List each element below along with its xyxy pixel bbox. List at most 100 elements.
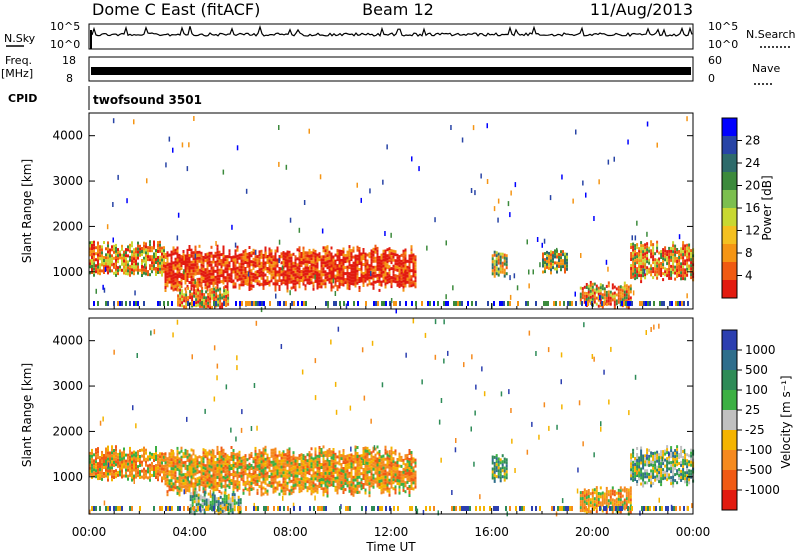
power-echo-cell bbox=[151, 264, 153, 268]
velocity-echo-cell bbox=[332, 484, 335, 487]
velocity-echo-cell bbox=[174, 480, 177, 484]
power-echo-cell bbox=[190, 275, 193, 279]
power-ground-echo bbox=[215, 301, 217, 306]
power-echo-cell bbox=[302, 273, 305, 277]
power-echo-cell bbox=[366, 274, 369, 278]
velocity-echo-cell bbox=[163, 476, 165, 480]
power-echo-cell bbox=[623, 281, 626, 285]
velocity-echo-cell bbox=[206, 454, 209, 458]
power-echo-cell bbox=[380, 256, 383, 260]
velocity-echo-cell bbox=[224, 488, 227, 492]
power-echo-cell bbox=[613, 306, 616, 310]
velocity-echo-cell bbox=[233, 508, 236, 512]
power-echo-cell bbox=[632, 245, 635, 249]
power-echo-cell bbox=[646, 257, 649, 261]
power-echo-speck bbox=[314, 274, 316, 280]
power-echo-cell bbox=[499, 255, 502, 259]
velocity-echo-cell bbox=[111, 448, 113, 452]
velocity-echo-cell bbox=[617, 497, 620, 501]
velocity-echo-cell bbox=[121, 460, 123, 464]
power-echo-cell bbox=[109, 248, 111, 252]
velocity-echo-cell bbox=[133, 459, 135, 463]
velocity-echo-cell bbox=[212, 464, 215, 468]
power-echo-cell bbox=[141, 253, 143, 256]
power-echo-cell bbox=[174, 275, 177, 279]
velocity-echo-cell bbox=[388, 454, 391, 458]
power-echo-cell bbox=[129, 273, 131, 277]
velocity-echo-cell bbox=[258, 473, 261, 477]
velocity-echo-cell bbox=[93, 474, 95, 478]
velocity-echo-cell bbox=[164, 479, 167, 483]
power-echo-cell bbox=[595, 302, 598, 306]
velocity-echo-cell bbox=[356, 470, 359, 473]
velocity-echo-cell bbox=[242, 467, 245, 471]
power-echo-cell bbox=[107, 268, 109, 272]
velocity-echo-cell bbox=[380, 491, 383, 495]
velocity-echo-cell bbox=[336, 485, 339, 489]
velocity-echo-cell bbox=[184, 478, 187, 482]
velocity-echo-cell bbox=[497, 463, 500, 467]
power-echo-cell bbox=[364, 264, 367, 268]
velocity-echo-cell bbox=[226, 484, 229, 488]
power-echo-cell bbox=[174, 257, 177, 261]
power-echo-cell bbox=[322, 261, 325, 265]
power-echo-cell bbox=[155, 267, 157, 270]
velocity-echo-cell bbox=[350, 468, 353, 472]
power-echo-cell bbox=[493, 268, 496, 272]
velocity-echo-cell bbox=[170, 476, 173, 480]
velocity-echo-cell bbox=[587, 492, 590, 495]
power-echo-cell bbox=[131, 256, 133, 260]
power-echo-cell bbox=[330, 246, 333, 250]
power-echo-cell bbox=[286, 286, 289, 290]
velocity-echo-cell bbox=[310, 486, 313, 490]
nave-tick-bottom: 0 bbox=[708, 72, 715, 85]
power-ground-echo bbox=[535, 301, 537, 306]
power-echo-cell bbox=[378, 264, 381, 268]
velocity-echo-cell bbox=[350, 486, 353, 490]
power-echo-cell bbox=[312, 272, 315, 276]
power-echo-speck bbox=[247, 277, 249, 283]
velocity-echo-cell bbox=[163, 455, 165, 459]
power-echo-cell bbox=[184, 263, 187, 267]
power-echo-cell bbox=[599, 283, 602, 287]
power-echo-cell bbox=[186, 275, 189, 279]
power-echo-cell bbox=[282, 257, 285, 261]
power-echo-cell bbox=[544, 264, 546, 268]
velocity-echo-cell bbox=[384, 484, 387, 488]
power-echo-cell bbox=[505, 257, 508, 261]
velocity-echo-cell bbox=[310, 483, 313, 487]
power-echo-cell bbox=[225, 292, 228, 295]
power-echo-cell bbox=[117, 248, 119, 252]
velocity-echo-cell bbox=[609, 489, 612, 493]
velocity-echo-cell bbox=[392, 487, 395, 491]
power-echo-cell bbox=[328, 268, 331, 272]
velocity-echo-cell bbox=[211, 496, 214, 500]
power-echo-cell bbox=[308, 251, 311, 255]
velocity-echo-cell bbox=[145, 469, 147, 473]
power-echo-cell bbox=[374, 250, 377, 254]
velocity-echo-cell bbox=[282, 489, 285, 493]
velocity-echo-cell bbox=[597, 504, 600, 507]
velocity-echo-cell bbox=[368, 461, 371, 465]
velocity-echo-cell bbox=[360, 478, 363, 482]
velocity-echo-cell bbox=[302, 484, 305, 488]
power-echo-cell bbox=[204, 274, 207, 278]
power-echo-cell bbox=[164, 283, 167, 286]
velocity-echo-cell bbox=[290, 461, 293, 465]
power-echo-cell bbox=[670, 273, 673, 277]
power-echo-cell bbox=[346, 274, 349, 278]
power-echo-cell bbox=[310, 281, 313, 285]
power-echo-cell bbox=[332, 255, 335, 259]
velocity-echo-cell bbox=[236, 470, 239, 474]
power-echo-cell bbox=[678, 253, 681, 256]
velocity-echo-cell bbox=[200, 456, 203, 460]
velocity-echo-cell bbox=[378, 450, 381, 453]
power-echo-cell bbox=[201, 295, 204, 299]
velocity-echo-cell bbox=[396, 461, 399, 464]
velocity-echo-cell bbox=[603, 501, 606, 505]
power-echo-cell bbox=[640, 274, 643, 278]
velocity-echo-cell bbox=[105, 456, 107, 460]
velocity-echo-cell bbox=[135, 472, 137, 476]
power-echo-cell bbox=[668, 258, 671, 262]
velocity-echo-cell bbox=[396, 464, 399, 467]
